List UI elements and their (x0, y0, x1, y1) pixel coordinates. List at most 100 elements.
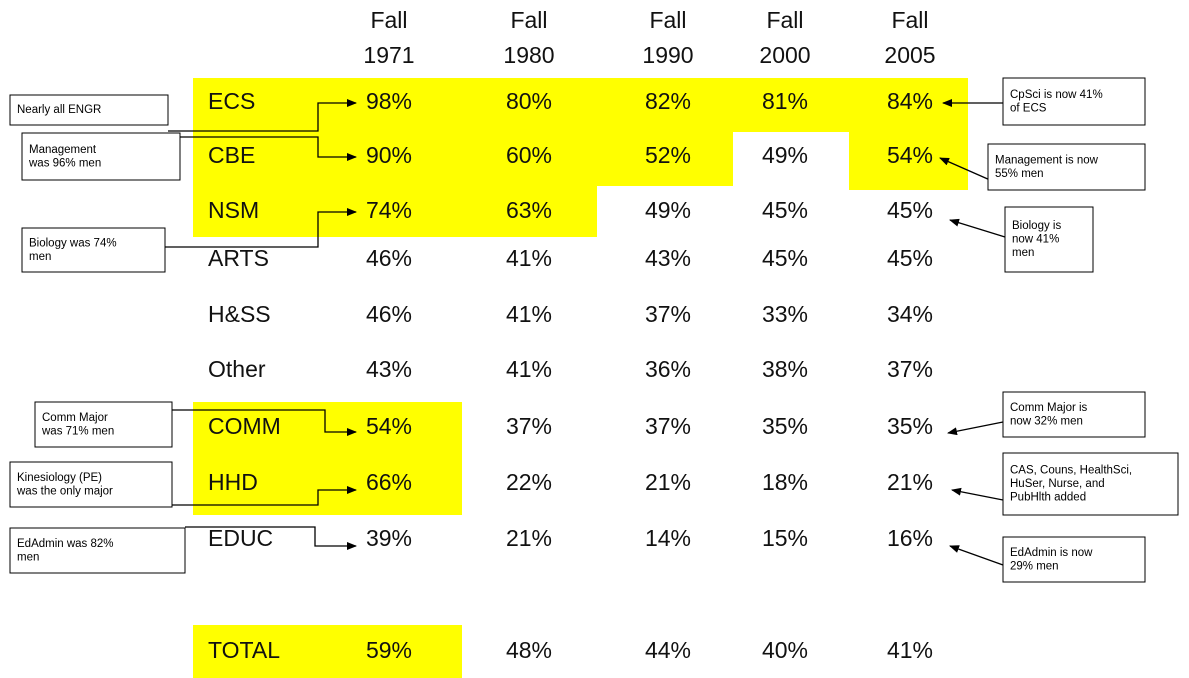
connector (172, 409, 357, 436)
annotation: Kinesiology (PE)was the only major (9, 461, 357, 508)
connector (168, 99, 357, 132)
row-label: CBE (208, 142, 255, 168)
annotation-text: Kinesiology (PE) (17, 472, 102, 484)
cell: 45% (887, 197, 933, 223)
cell: 63% (506, 197, 552, 223)
cell: 21% (887, 469, 933, 495)
row-label: NSM (208, 197, 259, 223)
row-label: H&SS (208, 301, 271, 327)
row-label: EDUC (208, 525, 273, 551)
cell: 46% (366, 301, 412, 327)
total-cell: 44% (645, 637, 691, 663)
highlight (193, 132, 733, 186)
annotation-text: now 41% (1012, 234, 1059, 246)
cell: 35% (762, 413, 808, 439)
cell: 82% (645, 88, 691, 114)
annotation-box (1002, 452, 1179, 516)
annotation-box (9, 94, 169, 126)
cell: 15% (762, 525, 808, 551)
annotation-text: EdAdmin is now (1010, 547, 1093, 559)
annotation-box (1002, 536, 1146, 583)
cell: 45% (762, 197, 808, 223)
row-label: HHD (208, 469, 258, 495)
connector (949, 218, 1006, 238)
cell: 43% (366, 356, 412, 382)
row-label: Other (208, 356, 266, 382)
annotation-box (9, 527, 186, 574)
annotation: Biology was 74% men (21, 208, 357, 273)
cell: 41% (506, 356, 552, 382)
annotation-box (21, 227, 166, 273)
connector (172, 486, 357, 506)
cell: 21% (645, 469, 691, 495)
cell: 66% (366, 469, 412, 495)
annotation-box (9, 461, 173, 508)
annotation-box (1002, 391, 1146, 438)
cell: 14% (645, 525, 691, 551)
annotation-text: 29% men (1010, 560, 1059, 572)
annotation: EdAdmin was 82%men (9, 526, 357, 574)
row-label: ECS (208, 88, 255, 114)
annotation-text: Management (29, 144, 97, 156)
cell: 37% (887, 356, 933, 382)
connector (951, 487, 1004, 501)
highlight (193, 402, 462, 515)
cell: 43% (645, 245, 691, 271)
highlight (193, 78, 968, 132)
cell: 54% (887, 142, 933, 168)
annotation-box (34, 401, 173, 448)
annotation-text: Biology is (1012, 220, 1061, 232)
row-label: COMM (208, 413, 281, 439)
annotation: Nearly all ENGR (9, 94, 357, 132)
cell: 18% (762, 469, 808, 495)
column-header: 1971 (363, 42, 414, 68)
annotation-text: now 32% men (1010, 415, 1083, 427)
cell: 37% (506, 413, 552, 439)
cell: 46% (366, 245, 412, 271)
cell: 45% (762, 245, 808, 271)
highlights (193, 78, 968, 678)
cell: 74% (366, 197, 412, 223)
annotation-text: PubHlth added (1010, 492, 1086, 504)
annotation-text: was the only major (16, 485, 113, 497)
annotation-text: CAS, Couns, HealthSci, (1010, 465, 1132, 477)
column-header: Fall (649, 7, 686, 33)
cell: 38% (762, 356, 808, 382)
annotation: CpSci is now 41%of ECS (942, 77, 1146, 126)
cell: 81% (762, 88, 808, 114)
column-header: 1990 (642, 42, 693, 68)
connector (165, 208, 357, 248)
column-header: 2005 (884, 42, 935, 68)
column-header: Fall (510, 7, 547, 33)
cell: 49% (762, 142, 808, 168)
annotation-text: Comm Major is (1010, 402, 1088, 414)
column-header: Fall (891, 7, 928, 33)
cell: 16% (887, 525, 933, 551)
connector (180, 136, 357, 161)
annotation-text: 55% men (995, 168, 1044, 180)
cell: 49% (645, 197, 691, 223)
annotation-text: Management is now (995, 154, 1099, 166)
cell: 41% (506, 301, 552, 327)
annotation-text: Biology was 74% (29, 237, 117, 249)
highlight (193, 625, 462, 678)
column-header: Fall (766, 7, 803, 33)
annotation-text: was 96% men (28, 157, 101, 169)
column-header: 2000 (759, 42, 810, 68)
annotation: CAS, Couns, HealthSci,HuSer, Nurse, and P… (951, 452, 1179, 516)
cell: 35% (887, 413, 933, 439)
annotation-text: Comm Major (42, 412, 108, 424)
connector (947, 421, 1004, 436)
total-cell: 48% (506, 637, 552, 663)
annotation-text: EdAdmin was 82% (17, 538, 114, 550)
total-cell: 41% (887, 637, 933, 663)
annotation-box (1002, 77, 1146, 126)
cell: 60% (506, 142, 552, 168)
cell: 98% (366, 88, 412, 114)
annotation-text: was 71% men (41, 425, 114, 437)
highlight (193, 186, 597, 237)
cell: 39% (366, 525, 412, 551)
